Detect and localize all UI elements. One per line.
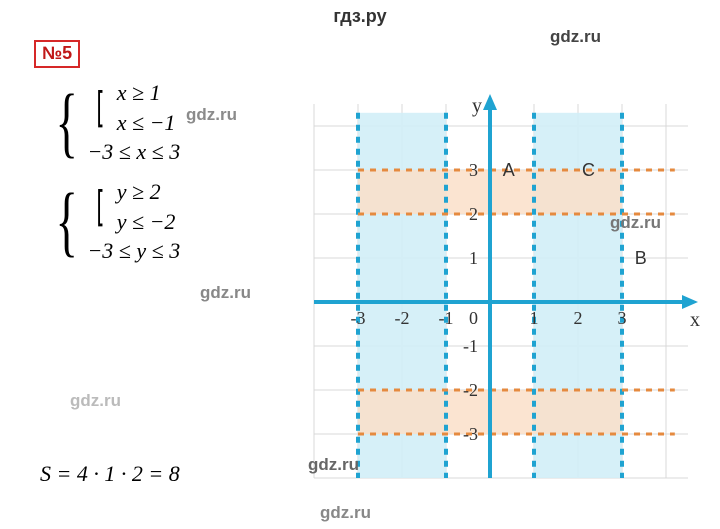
svg-text:y: y xyxy=(472,95,482,117)
svg-text:1: 1 xyxy=(469,248,478,268)
chart-svg: -3 -2 -1 1 2 3 -3 -2 -1 1 2 3 0 y x A C B xyxy=(300,52,700,472)
svg-text:-3: -3 xyxy=(351,308,366,328)
system-y: { [ y ≥ 2 y ≤ −2 −3 ≤ y ≤ 3 xyxy=(48,177,180,266)
ineq-line: y ≤ −2 xyxy=(117,207,176,237)
system-x: { [ x ≥ 1 x ≤ −1 −3 ≤ x ≤ 3 xyxy=(48,78,180,167)
svg-text:3: 3 xyxy=(469,160,478,180)
problem-number: №5 xyxy=(42,43,72,63)
inequality-systems: { [ x ≥ 1 x ≤ −1 −3 ≤ x ≤ 3 { [ y ≥ 2 y … xyxy=(48,78,180,276)
watermark: gdz.ru xyxy=(610,213,661,233)
svg-text:2: 2 xyxy=(574,308,583,328)
brace-icon: { xyxy=(55,177,77,266)
svg-text:B: B xyxy=(635,248,647,268)
svg-text:0: 0 xyxy=(469,308,478,328)
svg-text:x: x xyxy=(690,309,700,331)
coordinate-chart: -3 -2 -1 1 2 3 -3 -2 -1 1 2 3 0 y x A C B xyxy=(300,52,700,472)
watermark: gdz.ru xyxy=(550,27,601,47)
problem-number-badge: №5 xyxy=(34,40,80,68)
svg-text:2: 2 xyxy=(469,204,478,224)
svg-text:1: 1 xyxy=(530,308,539,328)
svg-text:-2: -2 xyxy=(395,308,410,328)
area-formula: S = 4 · 1 · 2 = 8 xyxy=(40,461,180,487)
ineq-line: −3 ≤ y ≤ 3 xyxy=(87,236,180,266)
watermark: gdz.ru xyxy=(308,455,359,475)
svg-text:-1: -1 xyxy=(439,308,454,328)
watermark: gdz.ru xyxy=(186,105,237,125)
watermark: gdz.ru xyxy=(70,391,121,411)
ineq-line: x ≥ 1 xyxy=(117,78,176,108)
svg-text:A: A xyxy=(503,160,515,180)
watermark: gdz.ru xyxy=(200,283,251,303)
page-title: гдз.ру xyxy=(0,6,720,27)
brace-icon: { xyxy=(55,78,77,167)
bracket-icon: [ xyxy=(94,190,107,224)
svg-text:C: C xyxy=(582,160,595,180)
svg-text:-1: -1 xyxy=(463,336,478,356)
ineq-line: x ≤ −1 xyxy=(117,108,176,138)
ineq-line: −3 ≤ x ≤ 3 xyxy=(87,137,180,167)
svg-text:-2: -2 xyxy=(463,380,478,400)
bracket-icon: [ xyxy=(94,91,107,125)
svg-text:-3: -3 xyxy=(463,424,478,444)
ineq-line: y ≥ 2 xyxy=(117,177,176,207)
svg-text:3: 3 xyxy=(618,308,627,328)
watermark: gdz.ru xyxy=(320,503,371,523)
